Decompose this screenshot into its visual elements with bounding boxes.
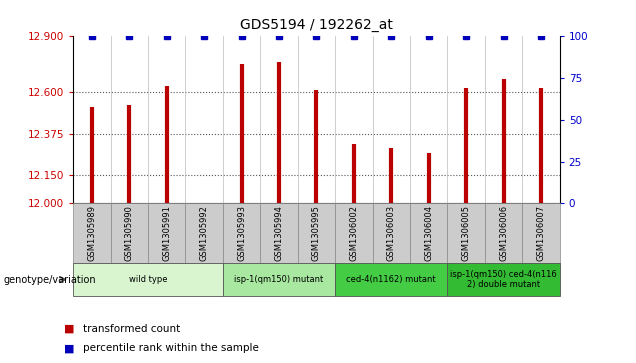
Bar <box>485 203 522 263</box>
Bar <box>148 203 186 263</box>
Bar <box>223 263 335 296</box>
Text: GSM1306007: GSM1306007 <box>537 205 546 261</box>
Bar <box>260 203 298 263</box>
Bar <box>73 263 223 296</box>
Text: GSM1305994: GSM1305994 <box>275 205 284 261</box>
Text: GSM1306005: GSM1306005 <box>462 205 471 261</box>
Text: ■: ■ <box>64 343 74 354</box>
Bar <box>522 203 560 263</box>
Text: GSM1305992: GSM1305992 <box>200 205 209 261</box>
Text: ■: ■ <box>64 323 74 334</box>
Text: GSM1306006: GSM1306006 <box>499 205 508 261</box>
Text: wild type: wild type <box>128 275 167 284</box>
Text: GSM1305995: GSM1305995 <box>312 205 321 261</box>
Text: GSM1306003: GSM1306003 <box>387 205 396 261</box>
Bar <box>298 203 335 263</box>
Text: GSM1305990: GSM1305990 <box>125 205 134 261</box>
Text: GSM1306004: GSM1306004 <box>424 205 433 261</box>
Text: percentile rank within the sample: percentile rank within the sample <box>83 343 259 354</box>
Bar <box>186 203 223 263</box>
Text: GSM1305989: GSM1305989 <box>87 205 96 261</box>
Title: GDS5194 / 192262_at: GDS5194 / 192262_at <box>240 19 393 33</box>
Text: GSM1306002: GSM1306002 <box>349 205 358 261</box>
Bar <box>223 203 260 263</box>
Bar <box>410 203 447 263</box>
Bar <box>73 203 111 263</box>
Bar <box>111 203 148 263</box>
Text: GSM1305993: GSM1305993 <box>237 205 246 261</box>
Text: GSM1305991: GSM1305991 <box>162 205 171 261</box>
Text: isp-1(qm150) mutant: isp-1(qm150) mutant <box>234 275 324 284</box>
Bar <box>373 203 410 263</box>
Bar <box>335 203 373 263</box>
Bar <box>447 203 485 263</box>
Text: genotype/variation: genotype/variation <box>3 274 96 285</box>
Bar <box>335 263 447 296</box>
Text: isp-1(qm150) ced-4(n116
2) double mutant: isp-1(qm150) ced-4(n116 2) double mutant <box>450 270 557 289</box>
Text: transformed count: transformed count <box>83 323 180 334</box>
Bar <box>447 263 560 296</box>
Text: ced-4(n1162) mutant: ced-4(n1162) mutant <box>347 275 436 284</box>
